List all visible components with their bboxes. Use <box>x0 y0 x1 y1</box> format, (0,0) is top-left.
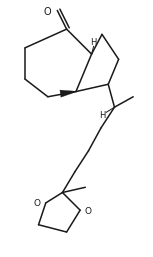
Text: O: O <box>85 207 92 216</box>
Text: H: H <box>99 111 105 120</box>
Text: H: H <box>90 38 97 47</box>
Text: O: O <box>43 7 51 17</box>
Polygon shape <box>60 90 76 97</box>
Text: O: O <box>34 199 41 208</box>
